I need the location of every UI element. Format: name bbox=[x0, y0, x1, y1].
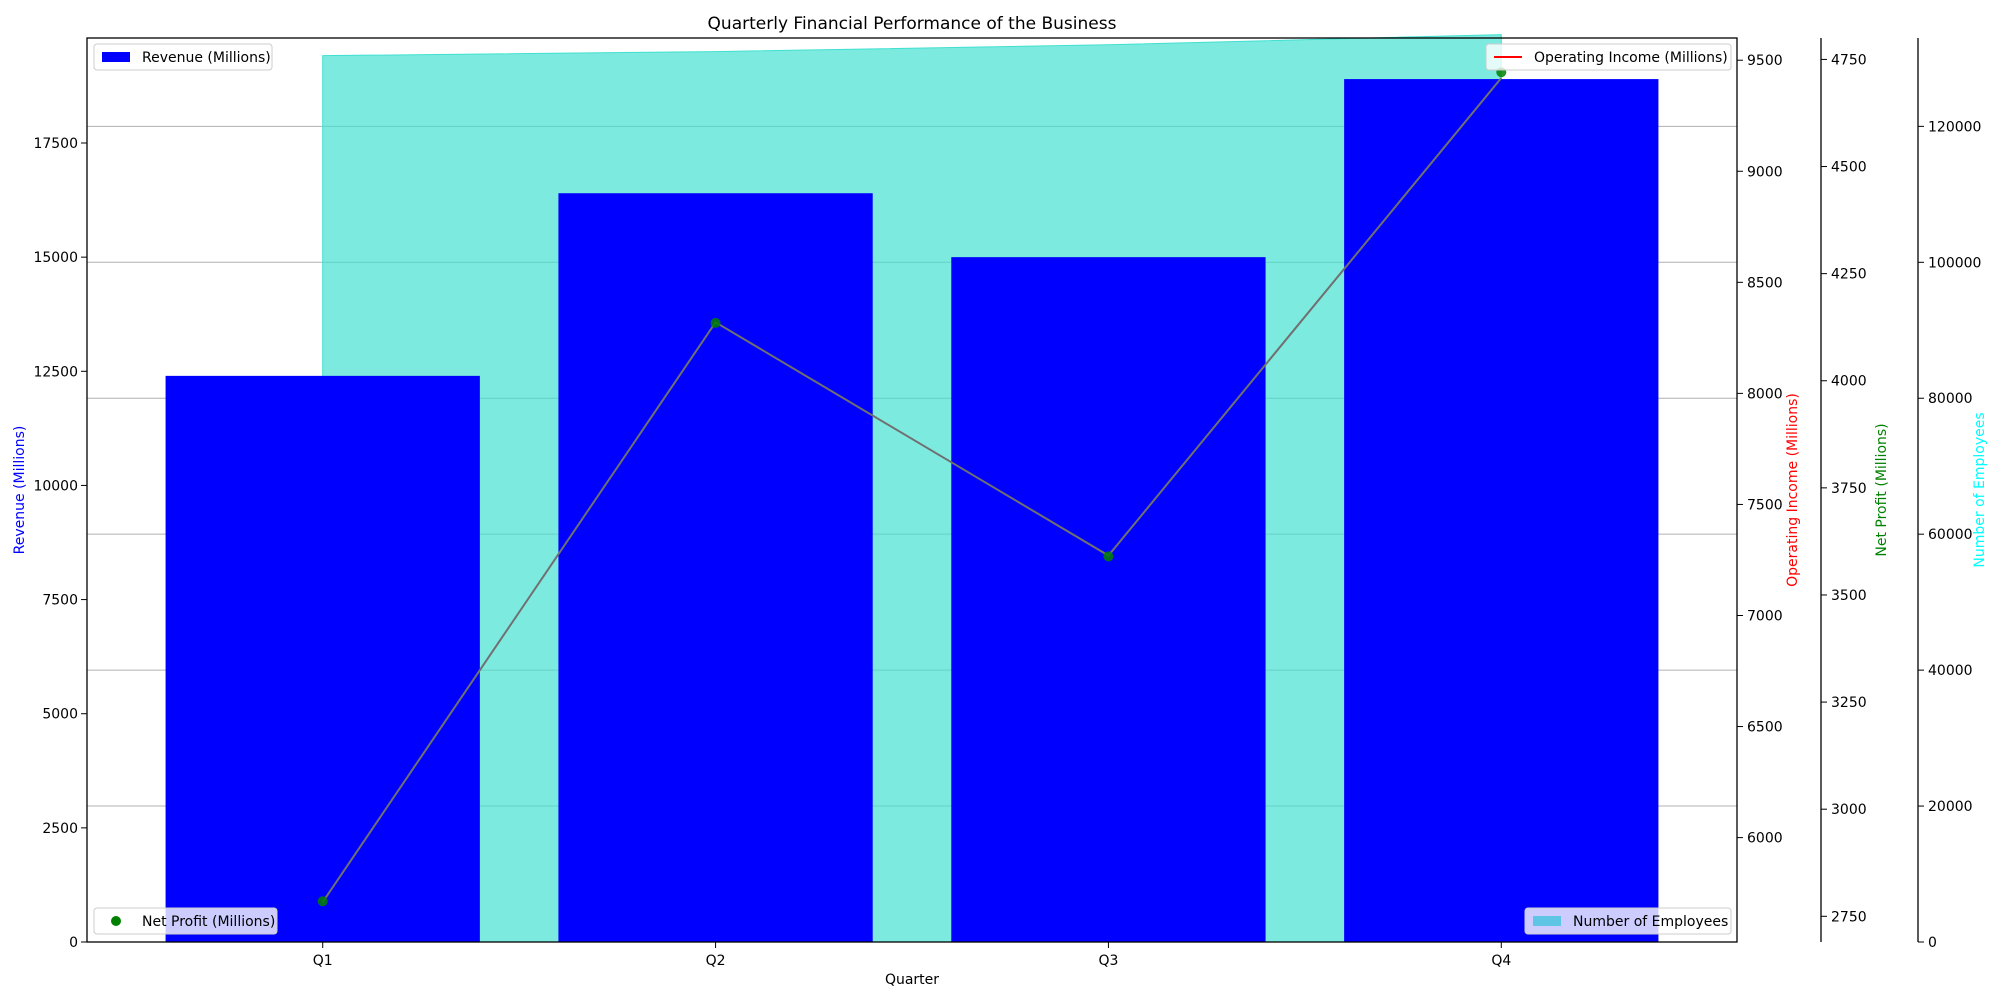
net-profit-point-q3 bbox=[1103, 551, 1114, 562]
axis-2-tick-label-6: 4250 bbox=[1831, 267, 1867, 283]
employees-area-fill bbox=[322, 34, 1502, 943]
axis-2-label: Net Profit (Millions) bbox=[1874, 423, 1890, 556]
operating-income-series-line bbox=[321, 77, 1503, 903]
revenue-bar-q4 bbox=[1344, 79, 1659, 942]
legend-1: Operating Income (Millions) bbox=[1485, 43, 1732, 71]
revenue-tick-label-2: 5000 bbox=[42, 707, 78, 723]
axes: Q1 Q2 Q3 Q4 0 2500 5000 7500 10000 12500 15000 1750… bbox=[12, 37, 1988, 969]
axis-1-tick-label-1: 6500 bbox=[1747, 720, 1783, 736]
legend-2-box bbox=[93, 907, 278, 935]
plot-frame bbox=[86, 37, 1738, 943]
operating-income-line bbox=[321, 77, 1503, 903]
legend-3-swatch bbox=[1533, 916, 1561, 926]
axis-2-tick-label-4: 3750 bbox=[1831, 481, 1867, 497]
axis-3-tick-label-6: 120000 bbox=[1928, 119, 1981, 135]
legend-1-box bbox=[1485, 43, 1732, 71]
axis-3-label: Number of Employees bbox=[1972, 412, 1988, 567]
legend-3: Number of Employees bbox=[1524, 907, 1732, 935]
revenue-tick-label-1: 2500 bbox=[42, 821, 78, 837]
axis-1-tick-label-3: 7500 bbox=[1747, 497, 1783, 513]
legend-0-label: Revenue (Millions) bbox=[142, 50, 271, 66]
revenue-bar-q3 bbox=[951, 257, 1266, 943]
axis-3-tick-label-0: 0 bbox=[1928, 935, 1937, 951]
revenue-tick-label-5: 12500 bbox=[33, 364, 78, 380]
revenue-tick-label-4: 10000 bbox=[33, 478, 78, 494]
x-axis-label: Quarter bbox=[885, 972, 939, 988]
x-tick-label-q2: Q2 bbox=[706, 953, 726, 969]
x-tick-label-q1: Q1 bbox=[313, 953, 333, 969]
axis-2-tick-label-2: 3250 bbox=[1831, 695, 1867, 711]
axis-1-tick-label-4: 8000 bbox=[1747, 386, 1783, 402]
x-tick-label-q3: Q3 bbox=[1098, 953, 1118, 969]
revenue-axis-label: Revenue (Millions) bbox=[12, 426, 28, 555]
axis-1-tick-label-2: 7000 bbox=[1747, 608, 1783, 624]
axis-1-tick-label-5: 8500 bbox=[1747, 275, 1783, 291]
axis-1-label: Operating Income (Millions) bbox=[1785, 393, 1801, 587]
revenue-tick-label-0: 0 bbox=[69, 935, 78, 951]
axis-2-tick-label-5: 4000 bbox=[1831, 374, 1867, 390]
legend-1-label: Operating Income (Millions) bbox=[1534, 50, 1728, 66]
axis-2-tick-label-1: 3000 bbox=[1831, 802, 1867, 818]
axis-3-tick-label-3: 60000 bbox=[1928, 527, 1973, 543]
net-profit-point-q1 bbox=[317, 896, 328, 907]
axis-1-tick-label-0: 6000 bbox=[1747, 831, 1783, 847]
legend-3-label: Number of Employees bbox=[1573, 914, 1728, 930]
axis-1-tick-label-7: 9500 bbox=[1747, 53, 1783, 69]
axis-1-tick-label-6: 9000 bbox=[1747, 164, 1783, 180]
chart-title: Quarterly Financial Performance of the B… bbox=[708, 14, 1117, 34]
legend-0-swatch bbox=[102, 52, 130, 62]
revenue-tick-label-6: 15000 bbox=[33, 250, 78, 266]
legend-2-swatch bbox=[111, 916, 121, 926]
axis-2-tick-label-8: 4750 bbox=[1831, 52, 1867, 68]
axis-2-tick-label-0: 2750 bbox=[1831, 909, 1867, 925]
legend-3-box bbox=[1524, 907, 1732, 935]
net-profit-point-q2 bbox=[710, 317, 721, 328]
axis-3-tick-label-1: 20000 bbox=[1928, 799, 1973, 815]
legend-2-label: Net Profit (Millions) bbox=[142, 914, 275, 930]
revenue-tick-label-7: 17500 bbox=[33, 136, 78, 152]
legend-0-box bbox=[93, 43, 273, 71]
legend-0: Revenue (Millions) bbox=[93, 43, 273, 71]
revenue-bar-q2 bbox=[558, 193, 873, 943]
revenue-bar-q1 bbox=[165, 375, 480, 942]
axis-2-tick-label-3: 3500 bbox=[1831, 588, 1867, 604]
x-tick-label-q4: Q4 bbox=[1491, 953, 1511, 969]
axis-2-tick-label-7: 4500 bbox=[1831, 160, 1867, 176]
axis-3-tick-label-4: 80000 bbox=[1928, 391, 1973, 407]
legends: Revenue (Millions) Operating Income (Mill… bbox=[93, 43, 1732, 935]
axis-3-tick-label-2: 40000 bbox=[1928, 663, 1973, 679]
legend-2: Net Profit (Millions) bbox=[93, 907, 278, 935]
employees-area bbox=[322, 34, 1502, 943]
revenue-tick-label-3: 7500 bbox=[42, 593, 78, 609]
axis-3-tick-label-5: 100000 bbox=[1928, 255, 1981, 271]
